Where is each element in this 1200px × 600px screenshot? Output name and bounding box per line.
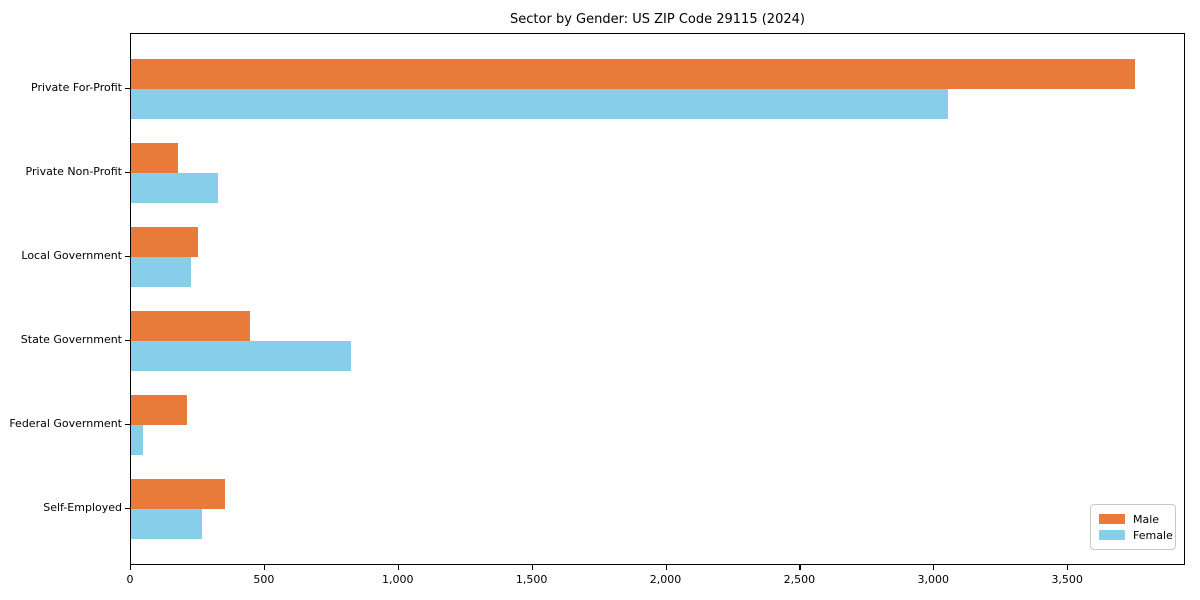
y-tick-label: Private For-Profit xyxy=(31,81,122,94)
x-tick-mark xyxy=(1067,565,1069,570)
y-tick-label: Federal Government xyxy=(9,417,122,430)
x-tick-label: 2,500 xyxy=(783,573,816,586)
y-tick-label: Self-Employed xyxy=(43,501,122,514)
bar-male xyxy=(131,143,178,173)
x-tick-label: 1,500 xyxy=(515,573,548,586)
x-tick-label: 1,000 xyxy=(382,573,414,586)
bar-male xyxy=(131,59,1136,89)
legend-label: Male xyxy=(1133,512,1160,526)
y-tick-mark xyxy=(125,508,130,510)
bar-female xyxy=(131,509,202,539)
legend-entry: Female xyxy=(1099,527,1173,543)
legend-label: Female xyxy=(1133,528,1173,542)
y-tick-mark xyxy=(125,340,130,342)
y-tick-mark xyxy=(125,424,130,426)
y-tick-mark xyxy=(125,88,130,90)
y-tick-label: Local Government xyxy=(21,249,122,262)
bar-male xyxy=(131,311,251,341)
x-tick-mark xyxy=(130,565,132,570)
x-tick-mark xyxy=(263,565,266,570)
x-tick-label: 500 xyxy=(253,573,275,586)
x-tick-mark xyxy=(665,565,667,570)
bar-male xyxy=(131,227,198,257)
legend-swatch-female xyxy=(1099,530,1125,540)
chart-title: Sector by Gender: US ZIP Code 29115 (202… xyxy=(510,12,805,27)
bar-male xyxy=(131,479,225,509)
x-tick-label: 2,000 xyxy=(649,573,682,586)
x-tick-mark xyxy=(531,565,533,570)
x-tick-label: 3,000 xyxy=(917,573,950,586)
legend: Male Female xyxy=(1090,504,1176,550)
x-tick-label: 3,500 xyxy=(1051,573,1083,586)
y-tick-mark xyxy=(125,256,130,258)
y-tick-label: Private Non-Profit xyxy=(25,165,122,178)
plot-area: Male Female xyxy=(130,33,1185,565)
x-tick-label: 0 xyxy=(126,573,134,586)
bar-male xyxy=(131,395,188,425)
legend-entry: Male xyxy=(1099,511,1167,527)
bar-female xyxy=(131,89,948,119)
bar-female xyxy=(131,341,351,371)
x-tick-mark xyxy=(933,565,935,570)
legend-swatch-male xyxy=(1099,514,1125,524)
x-tick-mark xyxy=(397,565,399,570)
x-tick-mark xyxy=(799,565,801,570)
y-tick-mark xyxy=(125,172,130,174)
bar-female xyxy=(131,425,143,455)
y-tick-label: State Government xyxy=(20,333,122,346)
bar-female xyxy=(131,257,192,287)
bar-female xyxy=(131,173,218,203)
